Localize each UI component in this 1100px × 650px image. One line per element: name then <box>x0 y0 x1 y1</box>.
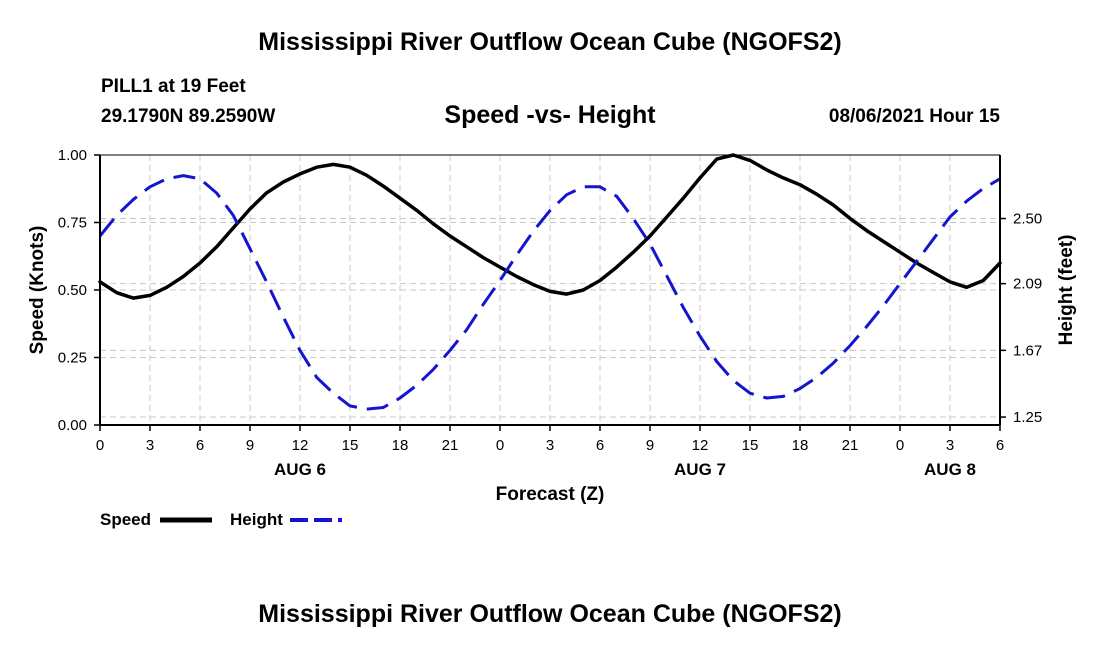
y2-axis-label: Height (feet) <box>1056 235 1077 346</box>
y-tick-label: 0.25 <box>58 350 87 367</box>
x-tick-label: 6 <box>596 437 604 454</box>
top-title: Mississippi River Outflow Ocean Cube (NG… <box>258 28 842 56</box>
y-tick-label: 0.75 <box>58 215 87 232</box>
x-tick-label: 15 <box>342 437 359 454</box>
x-tick-label: 3 <box>546 437 554 454</box>
series-layer <box>98 153 1002 411</box>
series-line-height <box>98 174 1001 411</box>
x-tick-label: 12 <box>692 437 709 454</box>
station-label: PILL1 at 19 Feet <box>101 76 246 97</box>
x-tick-label: 21 <box>842 437 859 454</box>
y-tick-label: 0.50 <box>58 282 87 299</box>
x-tick-label: 18 <box>392 437 409 454</box>
x-tick-label: 12 <box>292 437 309 454</box>
x-tick-label: 0 <box>96 437 104 454</box>
legend-speed-label: Speed <box>100 510 151 529</box>
y2-tick-label: 2.09 <box>1013 276 1042 293</box>
x-tick-label: 21 <box>442 437 459 454</box>
x-tick-label: 6 <box>196 437 204 454</box>
x-axis-label: Forecast (Z) <box>496 484 605 505</box>
x-tick-label: 0 <box>496 437 504 454</box>
x-tick-label: 9 <box>646 437 654 454</box>
chart-subtitle: Speed -vs- Height <box>444 101 656 129</box>
ticks: 0 3 6 9 12 15 18 21 0 3 6 9 12 15 18 21 0 3 6 AUG 6 AUG 7 AUG… <box>58 147 1042 479</box>
grid <box>100 155 1000 425</box>
bottom-title: Mississippi River Outflow Ocean Cube (NG… <box>258 600 842 628</box>
series-line-speed <box>98 153 1002 300</box>
day-label: AUG 7 <box>674 460 726 479</box>
x-tick-label: 6 <box>996 437 1004 454</box>
day-label: AUG 8 <box>924 460 976 479</box>
x-tick-label: 0 <box>896 437 904 454</box>
y2-tick-label: 1.67 <box>1013 342 1042 359</box>
x-tick-label: 3 <box>146 437 154 454</box>
forecast-datetime: 08/06/2021 Hour 15 <box>828 106 1000 127</box>
axis-labels-layer: Forecast (Z) Speed (Knots) Height (feet) <box>27 226 1077 505</box>
x-tick-label: 3 <box>946 437 954 454</box>
x-tick-label: 15 <box>742 437 759 454</box>
y2-tick-label: 2.50 <box>1013 211 1042 228</box>
y-tick-label: 1.00 <box>58 147 87 164</box>
legend: Speed Height <box>100 510 342 529</box>
legend-height-label: Height <box>230 510 283 529</box>
x-tick-label: 9 <box>246 437 254 454</box>
y2-tick-label: 1.25 <box>1013 409 1042 426</box>
station-coordinates: 29.1790N 89.2590W <box>101 106 276 127</box>
x-tick-label: 18 <box>792 437 809 454</box>
day-label: AUG 6 <box>274 460 326 479</box>
y-axis-label: Speed (Knots) <box>27 226 48 355</box>
y-tick-label: 0.00 <box>58 417 87 434</box>
